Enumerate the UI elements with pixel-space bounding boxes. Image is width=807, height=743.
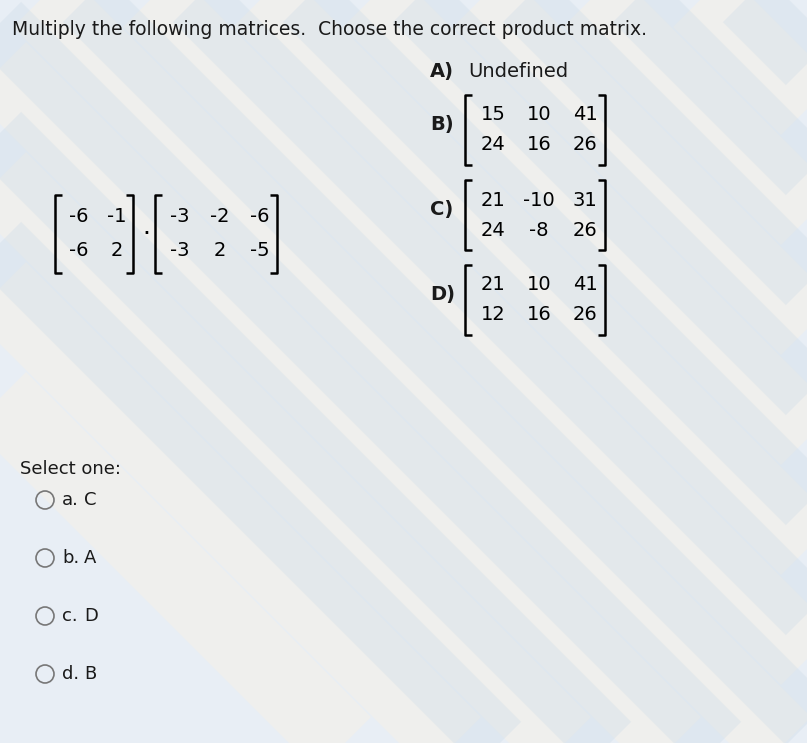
Text: a.: a. [62,491,79,509]
Text: 12: 12 [481,305,505,325]
Text: -3: -3 [170,207,190,227]
Text: ·: · [142,222,150,246]
Text: 10: 10 [527,106,551,125]
Text: 31: 31 [573,190,597,210]
Text: 26: 26 [573,305,597,325]
Text: D): D) [430,285,455,304]
Text: 16: 16 [527,135,551,155]
Text: 26: 26 [573,135,597,155]
Text: d.: d. [62,665,79,683]
Text: C: C [84,491,97,509]
Text: 15: 15 [480,106,505,125]
Text: 41: 41 [573,276,597,294]
Text: 41: 41 [573,106,597,125]
Text: 16: 16 [527,305,551,325]
Text: -6: -6 [250,207,270,227]
Text: -3: -3 [170,241,190,261]
Text: Select one:: Select one: [20,460,121,478]
Text: B: B [84,665,96,683]
Text: -1: -1 [107,207,127,227]
Text: -6: -6 [69,207,89,227]
Text: c.: c. [62,607,77,625]
Text: 10: 10 [527,276,551,294]
Text: 24: 24 [481,221,505,239]
Text: -5: -5 [250,241,270,261]
Text: 21: 21 [481,190,505,210]
Text: D: D [84,607,98,625]
Text: 2: 2 [111,241,123,261]
Text: -2: -2 [211,207,230,227]
Text: A): A) [430,62,454,81]
Text: Undefined: Undefined [468,62,568,81]
Text: 21: 21 [481,276,505,294]
Text: 24: 24 [481,135,505,155]
Text: 2: 2 [214,241,226,261]
Text: C): C) [430,200,454,219]
Text: -10: -10 [523,190,555,210]
Text: A: A [84,549,96,567]
Text: -8: -8 [529,221,549,239]
Text: Multiply the following matrices.  Choose the correct product matrix.: Multiply the following matrices. Choose … [12,20,647,39]
Text: b.: b. [62,549,79,567]
Text: B): B) [430,115,454,134]
Text: -6: -6 [69,241,89,261]
Text: 26: 26 [573,221,597,239]
